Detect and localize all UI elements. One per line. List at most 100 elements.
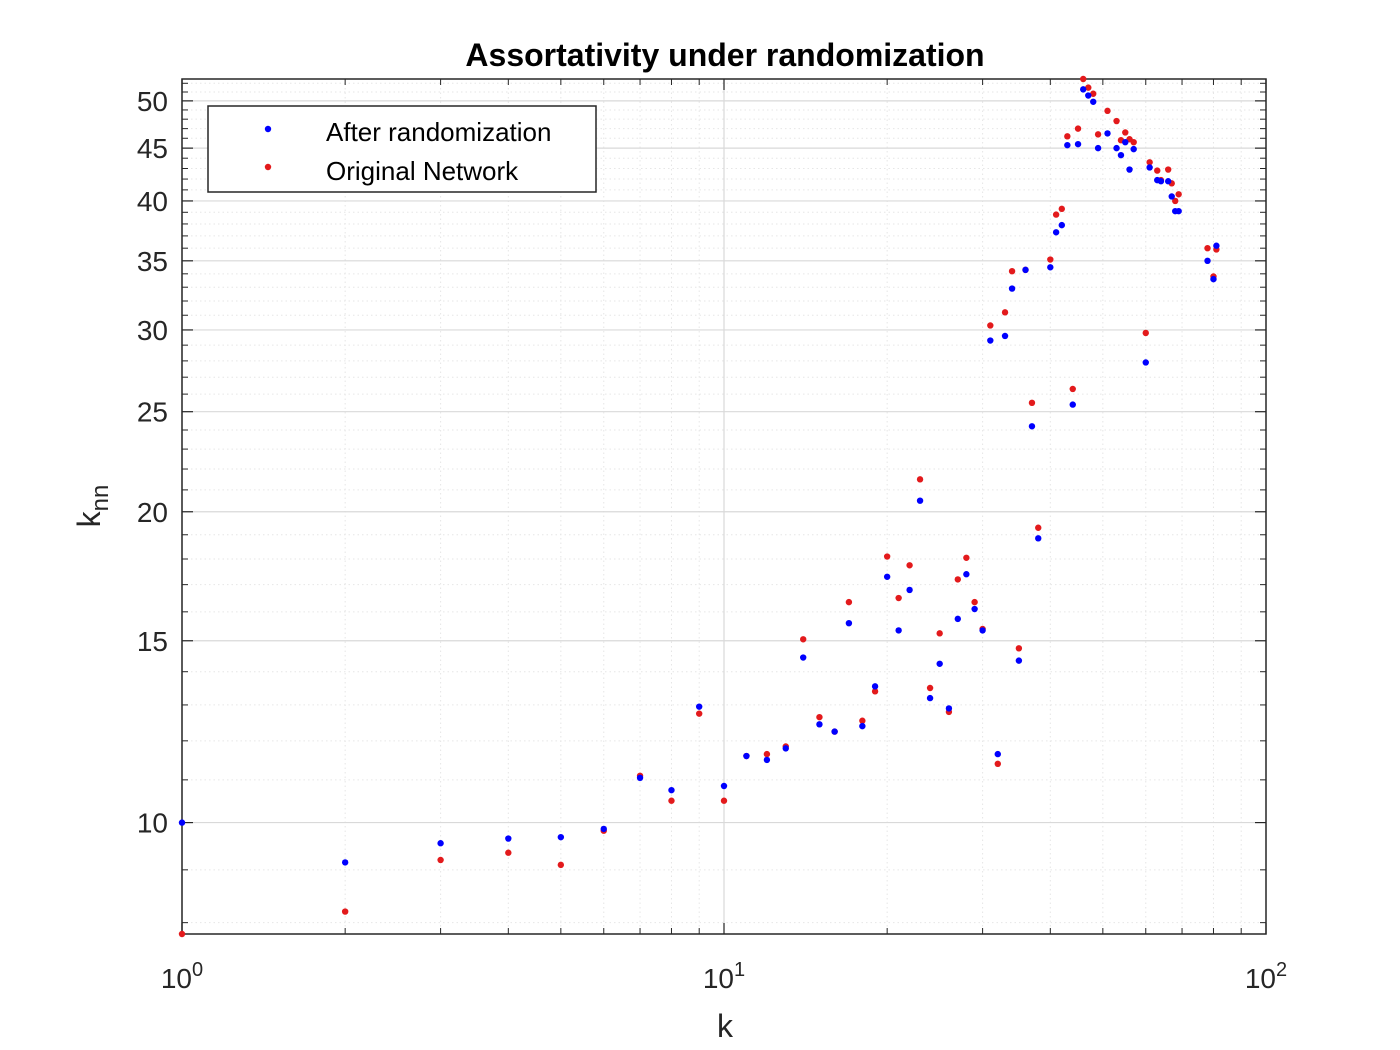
data-series	[178, 75, 1220, 938]
data-point-original-network	[1085, 84, 1092, 91]
svg-text:knn: knn	[71, 485, 114, 528]
data-point-original-network	[859, 717, 866, 724]
data-point-original-network	[906, 562, 913, 569]
data-point-after-randomization	[1001, 332, 1009, 340]
x-tick-label: 102	[1245, 959, 1287, 994]
data-point-after-randomization	[1085, 92, 1092, 99]
data-point-after-randomization	[1035, 535, 1042, 542]
data-point-after-randomization	[1126, 166, 1133, 173]
data-point-original-network	[505, 849, 512, 856]
data-point-after-randomization	[1015, 657, 1023, 664]
data-point-after-randomization	[971, 605, 978, 613]
data-point-after-randomization	[1142, 359, 1149, 366]
data-point-after-randomization	[1052, 229, 1060, 236]
data-point-original-network	[1164, 166, 1172, 173]
data-point-original-network	[1035, 524, 1042, 531]
data-point-after-randomization	[720, 782, 728, 790]
data-point-after-randomization	[600, 825, 607, 833]
data-point-original-network	[845, 598, 853, 606]
data-point-original-network	[1001, 309, 1009, 316]
y-tick-label: 40	[137, 186, 168, 217]
data-point-original-network	[1094, 131, 1102, 138]
data-point-after-randomization	[831, 728, 838, 735]
data-point-original-network	[1008, 267, 1016, 275]
data-point-after-randomization	[1175, 207, 1182, 215]
data-point-original-network	[1154, 167, 1161, 174]
data-point-after-randomization	[859, 722, 866, 730]
data-point-original-network	[1058, 205, 1066, 213]
data-point-after-randomization	[1117, 151, 1125, 159]
data-point-original-network	[668, 797, 675, 804]
y-tick-label: 15	[137, 626, 168, 657]
data-point-after-randomization	[994, 750, 1001, 758]
data-point-after-randomization	[557, 833, 565, 841]
data-point-after-randomization	[926, 694, 934, 702]
data-point-after-randomization	[1130, 145, 1137, 153]
data-point-original-network	[1028, 399, 1036, 407]
y-tick-label: 45	[137, 133, 168, 164]
y-tick-label: 30	[137, 315, 168, 346]
data-point-original-network	[1064, 133, 1071, 140]
data-point-after-randomization	[936, 660, 943, 667]
data-point-after-randomization	[341, 859, 349, 866]
y-tick-label: 10	[137, 808, 168, 839]
data-point-after-randomization	[1104, 130, 1111, 137]
data-point-original-network	[883, 553, 891, 560]
data-point-after-randomization	[1113, 144, 1120, 152]
data-point-original-network	[916, 476, 924, 483]
data-point-after-randomization	[743, 752, 750, 760]
x-tick-label: 101	[703, 959, 745, 994]
legend-marker-original-network	[264, 163, 272, 171]
data-point-original-network	[763, 750, 771, 758]
y-axis-label: knn	[71, 485, 114, 528]
plot-frame	[181, 78, 1267, 935]
data-point-after-randomization	[916, 497, 924, 504]
data-point-original-network	[816, 713, 823, 721]
data-point-original-network	[557, 861, 565, 869]
y-tick-label: 50	[137, 86, 168, 117]
data-point-original-network	[695, 710, 703, 717]
legend-box	[207, 105, 597, 193]
data-point-original-network	[1052, 211, 1060, 218]
y-tick-label: 25	[137, 397, 168, 428]
data-point-after-randomization	[1168, 193, 1175, 200]
data-point-after-randomization	[883, 573, 891, 580]
data-point-original-network	[987, 322, 994, 329]
legend-marker-after-randomization	[264, 125, 272, 133]
data-point-original-network	[963, 554, 970, 561]
data-point-original-network	[720, 797, 728, 804]
data-point-original-network	[800, 636, 807, 643]
data-point-original-network	[1172, 197, 1179, 205]
data-point-original-network	[1090, 90, 1097, 97]
data-point-original-network	[1113, 117, 1120, 125]
data-point-original-network	[994, 760, 1001, 768]
data-point-original-network	[437, 856, 444, 864]
series-after-randomization	[178, 86, 1220, 866]
data-point-after-randomization	[1080, 86, 1087, 93]
data-point-after-randomization	[1058, 221, 1066, 229]
data-point-after-randomization	[437, 840, 444, 847]
data-point-after-randomization	[1090, 98, 1097, 105]
data-point-after-randomization	[945, 705, 953, 712]
data-point-after-randomization	[1064, 141, 1071, 149]
x-axis-label: k	[717, 1008, 734, 1044]
data-point-original-network	[871, 688, 879, 695]
data-point-after-randomization	[1047, 264, 1054, 271]
data-point-after-randomization	[1157, 178, 1165, 185]
data-point-after-randomization	[895, 627, 902, 634]
data-point-original-network	[1142, 329, 1149, 337]
legend-label-after-randomization: After randomization	[326, 117, 551, 147]
data-point-after-randomization	[763, 756, 771, 764]
data-point-original-network	[1069, 385, 1076, 393]
data-point-after-randomization	[954, 615, 961, 623]
data-point-original-network	[1122, 129, 1129, 136]
data-point-after-randomization	[1028, 423, 1036, 430]
data-point-original-network	[1080, 75, 1087, 83]
data-point-after-randomization	[1210, 275, 1217, 283]
y-tick-label: 35	[137, 246, 168, 277]
tick-labels: 100 101 102 10 15 20 25 30 35 40 45 50	[137, 86, 1287, 994]
data-point-original-network	[1175, 191, 1182, 198]
data-point-original-network	[971, 598, 978, 606]
chart-title: Assortativity under randomization	[465, 37, 984, 73]
data-point-after-randomization	[1008, 285, 1016, 292]
